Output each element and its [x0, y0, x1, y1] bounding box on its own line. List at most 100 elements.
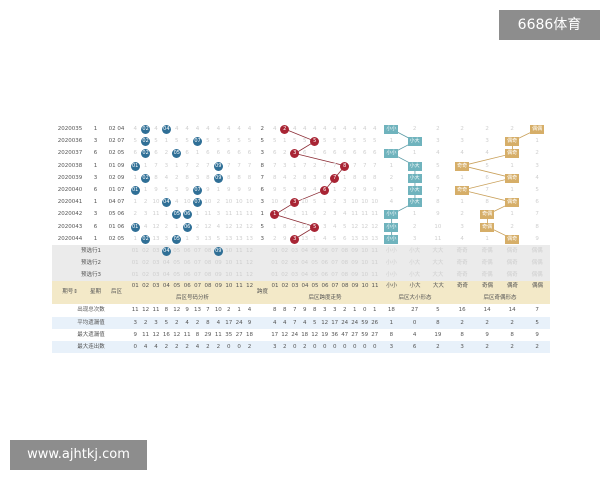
predict-span[interactable]: 10: [361, 247, 369, 254]
predict-number[interactable]: 02: [142, 247, 150, 254]
predict-span[interactable]: 02: [281, 247, 289, 254]
predict-number[interactable]: 09: [214, 272, 222, 279]
predict-oddeven[interactable]: 奇偶: [481, 272, 493, 279]
predict-number[interactable]: 03: [152, 247, 160, 254]
predict-number[interactable]: 12: [245, 247, 253, 254]
predict-number[interactable]: 01: [131, 260, 139, 267]
predict-span[interactable]: 07: [331, 260, 339, 267]
predict-span[interactable]: 01: [271, 247, 279, 254]
stat-value: 8: [272, 307, 277, 314]
predict-oddeven[interactable]: 奇偶: [481, 247, 493, 254]
predict-number[interactable]: 06: [183, 272, 191, 279]
predict-size[interactable]: 小大: [409, 272, 421, 279]
predict-size[interactable]: 大大: [432, 272, 444, 279]
predict-span[interactable]: 05: [311, 247, 319, 254]
predict-number[interactable]: 04: [161, 245, 171, 257]
stat-value: 2: [175, 319, 179, 326]
predict-span[interactable]: 02: [281, 260, 289, 267]
predict-span[interactable]: 08: [341, 260, 349, 267]
number-cell: 07: [192, 135, 203, 147]
predict-oddeven[interactable]: 奇奇: [456, 260, 468, 267]
predict-span[interactable]: 01: [271, 272, 279, 279]
predict-span[interactable]: 03: [291, 247, 299, 254]
predict-number[interactable]: 04: [162, 260, 170, 267]
predict-span[interactable]: 04: [301, 272, 309, 279]
predict-number[interactable]: 05: [173, 247, 181, 254]
predict-span[interactable]: 08: [341, 247, 349, 254]
predict-number[interactable]: 03: [152, 272, 160, 279]
predict-span[interactable]: 05: [311, 272, 319, 279]
predict-span[interactable]: 07: [331, 247, 339, 254]
predict-span[interactable]: 04: [301, 247, 309, 254]
predict-number[interactable]: 08: [204, 272, 212, 279]
span-cell: 4: [312, 126, 317, 132]
predict-number[interactable]: 01: [131, 247, 139, 254]
predict-oddeven[interactable]: 偶偶: [531, 260, 543, 267]
predict-number[interactable]: 06: [183, 247, 191, 254]
predict-oddeven[interactable]: 偶奇: [506, 247, 518, 254]
predict-span[interactable]: 02: [281, 272, 289, 279]
predict-number[interactable]: 08: [204, 260, 212, 267]
predict-number[interactable]: 12: [245, 260, 253, 267]
predict-number[interactable]: 07: [194, 260, 202, 267]
predict-span[interactable]: 08: [341, 272, 349, 279]
predict-oddeven[interactable]: 偶奇: [506, 272, 518, 279]
predict-size[interactable]: 大大: [432, 260, 444, 267]
predict-number[interactable]: 04: [162, 272, 170, 279]
predict-span[interactable]: 03: [291, 260, 299, 267]
predict-span[interactable]: 04: [301, 260, 309, 267]
predict-number[interactable]: 02: [142, 272, 150, 279]
predict-oddeven[interactable]: 偶偶: [531, 272, 543, 279]
predict-size[interactable]: 小大: [409, 247, 421, 254]
predict-oddeven[interactable]: 偶偶: [531, 247, 543, 254]
predict-span[interactable]: 07: [331, 272, 339, 279]
predict-number[interactable]: 07: [194, 247, 202, 254]
span-cell: 13: [371, 235, 379, 242]
predict-size[interactable]: 小大: [409, 260, 421, 267]
predict-number[interactable]: 05: [173, 260, 181, 267]
predict-span[interactable]: 09: [351, 272, 359, 279]
predict-span[interactable]: 05: [311, 260, 319, 267]
predict-oddeven[interactable]: 奇奇: [456, 247, 468, 254]
predict-number[interactable]: 11: [235, 260, 243, 267]
stat-value: 7: [292, 319, 297, 326]
predict-number[interactable]: 10: [225, 247, 233, 254]
predict-number[interactable]: 03: [152, 260, 160, 267]
number-cell: 4: [133, 126, 137, 132]
predict-number[interactable]: 08: [204, 247, 212, 254]
predict-span[interactable]: 03: [291, 272, 299, 279]
predict-span[interactable]: 06: [321, 260, 329, 267]
predict-size[interactable]: 大大: [432, 247, 444, 254]
predict-number[interactable]: 12: [245, 272, 253, 279]
predict-number[interactable]: 02: [142, 260, 150, 267]
predict-span[interactable]: 09: [351, 260, 359, 267]
predict-oddeven[interactable]: 奇偶: [481, 260, 493, 267]
predict-size[interactable]: 小小: [385, 260, 397, 267]
predict-span[interactable]: 11: [371, 247, 379, 254]
predict-span[interactable]: 11: [371, 260, 379, 267]
predict-span[interactable]: 06: [321, 247, 329, 254]
predict-span[interactable]: 11: [371, 272, 379, 279]
predict-oddeven[interactable]: 奇奇: [456, 272, 468, 279]
predict-span[interactable]: 10: [361, 260, 369, 267]
predict-number[interactable]: 10: [225, 260, 233, 267]
draw-row: 2020041 1 04 07 1 2 10 04 4 10 07 10 2 10 10 10 3 10 6 3 10…: [52, 196, 550, 208]
predict-number[interactable]: 11: [235, 247, 243, 254]
predict-size[interactable]: 小小: [385, 272, 397, 279]
predict-number[interactable]: 09: [213, 245, 223, 257]
predict-number[interactable]: 11: [235, 272, 243, 279]
predict-span[interactable]: 01: [271, 260, 279, 267]
predict-span[interactable]: 06: [321, 272, 329, 279]
predict-number[interactable]: 01: [131, 272, 139, 279]
predict-span[interactable]: 09: [351, 247, 359, 254]
predict-number[interactable]: 05: [173, 272, 181, 279]
predict-oddeven[interactable]: 偶奇: [506, 260, 518, 267]
predict-number[interactable]: 07: [194, 272, 202, 279]
predict-number[interactable]: 10: [225, 272, 233, 279]
predict-size[interactable]: 小小: [385, 247, 397, 254]
predict-number[interactable]: 06: [183, 260, 191, 267]
predict-span[interactable]: 10: [361, 272, 369, 279]
predict-number[interactable]: 09: [214, 260, 222, 267]
header-issue[interactable]: 期号⇕: [62, 289, 78, 296]
stat-value: 3: [460, 344, 464, 350]
